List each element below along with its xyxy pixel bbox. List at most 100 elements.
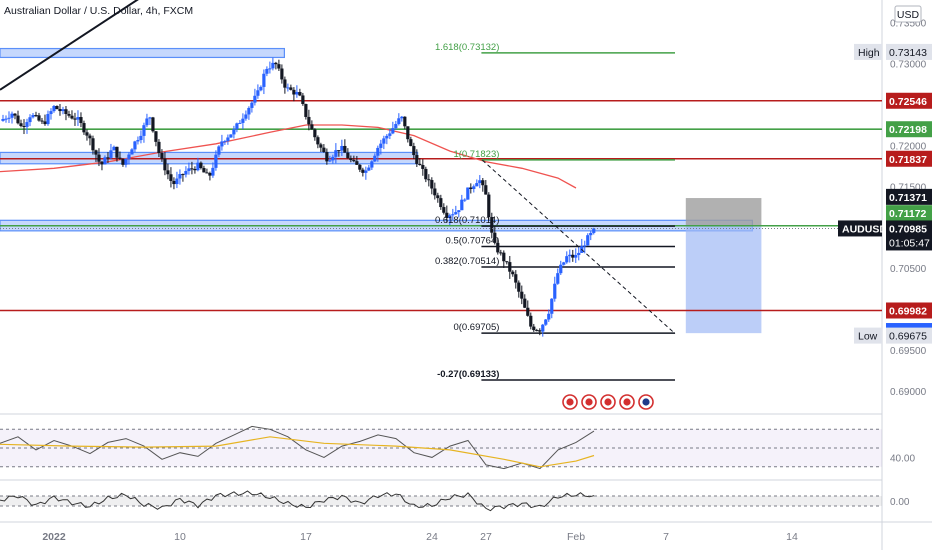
candle-body	[97, 154, 101, 162]
low-value: 0.69675	[889, 331, 927, 343]
candle-body	[103, 157, 107, 165]
price-axis-tick: 0.72000	[890, 141, 927, 152]
candle-body	[586, 235, 590, 246]
candle-body	[286, 87, 290, 89]
oscillator-axis-tick: 0.00	[890, 497, 910, 508]
candle-body	[457, 210, 461, 213]
candle-body	[196, 162, 200, 171]
candle-body	[331, 156, 335, 161]
candle-body	[316, 137, 320, 145]
rsi-axis-tick: 40.00	[890, 453, 915, 464]
economic-event-icon-dot	[566, 398, 574, 406]
candle-body	[427, 179, 431, 181]
candle-body	[379, 143, 383, 148]
candle-body	[484, 185, 488, 195]
fib-level-label: 0(0.69705)	[453, 322, 499, 333]
candle-body	[289, 87, 293, 90]
candle-body	[313, 129, 317, 138]
candle-body	[364, 170, 368, 173]
candle-body	[565, 256, 569, 263]
candle-body	[340, 145, 344, 151]
candle-body	[193, 168, 197, 171]
time-axis-tick: Feb	[567, 531, 585, 543]
candle-body	[346, 152, 350, 159]
low-label-bg	[854, 327, 882, 344]
candle-body	[391, 128, 395, 134]
candle-body	[412, 146, 416, 156]
candle-body	[202, 168, 206, 173]
candle-body	[334, 150, 338, 157]
candle-body	[460, 199, 464, 211]
candle-body	[535, 330, 539, 332]
candle-body	[229, 134, 233, 138]
candle-body	[424, 168, 428, 180]
level-price-label-bg	[886, 121, 932, 138]
candle-body	[34, 115, 38, 117]
candle-body	[499, 252, 503, 254]
level-price-label: 0.71837	[889, 154, 927, 166]
candle-body	[544, 319, 548, 325]
candle-body	[478, 180, 482, 184]
price-axis-tick: 0.73500	[890, 19, 927, 30]
economic-event-icon-dot	[604, 398, 612, 406]
candle-body	[307, 116, 311, 125]
candle-body	[115, 146, 119, 158]
candle-body	[328, 160, 332, 162]
candle-body	[448, 215, 452, 219]
level-price-label-bg	[886, 150, 932, 167]
candle-body	[325, 152, 329, 162]
axis-price-label: 0.71172	[889, 208, 927, 220]
candle-body	[550, 298, 554, 314]
candle-body	[127, 154, 131, 159]
candle-body	[241, 118, 245, 123]
high-label-bg	[854, 43, 882, 60]
candle-body	[40, 120, 44, 122]
candle-body	[124, 158, 128, 165]
high-label: High	[858, 47, 880, 59]
candle-body	[154, 131, 158, 142]
candle-body	[361, 169, 365, 173]
level-price-label: 0.72546	[889, 96, 927, 108]
candle-body	[268, 68, 272, 70]
fib-level-label: 0.382(0.70514)	[435, 256, 499, 267]
candle-body	[508, 262, 512, 272]
candle-body	[145, 118, 149, 126]
level-price-label-bg	[886, 302, 932, 319]
candle-body	[298, 92, 302, 96]
candle-body	[523, 298, 527, 308]
candle-body	[157, 141, 161, 154]
candle-body	[250, 102, 254, 108]
candle-body	[130, 149, 134, 155]
candle-body	[136, 140, 140, 142]
symbol-pill-bg	[838, 220, 882, 237]
level-price-label: 0.69982	[889, 305, 927, 317]
position-target-zone	[685, 225, 762, 334]
candle-body	[568, 254, 572, 257]
candle-body	[439, 198, 443, 208]
candle-body	[520, 291, 524, 299]
price-axis-tick: 0.73000	[890, 60, 927, 71]
candle-body	[472, 186, 476, 190]
candle-body	[403, 116, 407, 127]
candle-body	[556, 273, 560, 284]
candle-body	[310, 124, 314, 130]
time-axis-tick: 14	[786, 531, 798, 543]
currency-label: USD	[897, 9, 920, 21]
candle-body	[109, 150, 113, 158]
candle-body	[31, 115, 35, 118]
level-price-label-bg	[886, 92, 932, 109]
oscillator-band	[0, 496, 882, 506]
currency-box	[894, 5, 922, 23]
candle-body	[532, 326, 536, 331]
candle-body	[511, 271, 515, 275]
candle-body	[205, 172, 209, 174]
candle-body	[265, 68, 269, 74]
position-stop-zone	[685, 198, 762, 226]
candle-body	[559, 264, 563, 274]
candle-body	[13, 113, 17, 116]
candle-body	[121, 158, 125, 165]
candle-body	[430, 180, 434, 189]
candle-body	[373, 155, 377, 162]
